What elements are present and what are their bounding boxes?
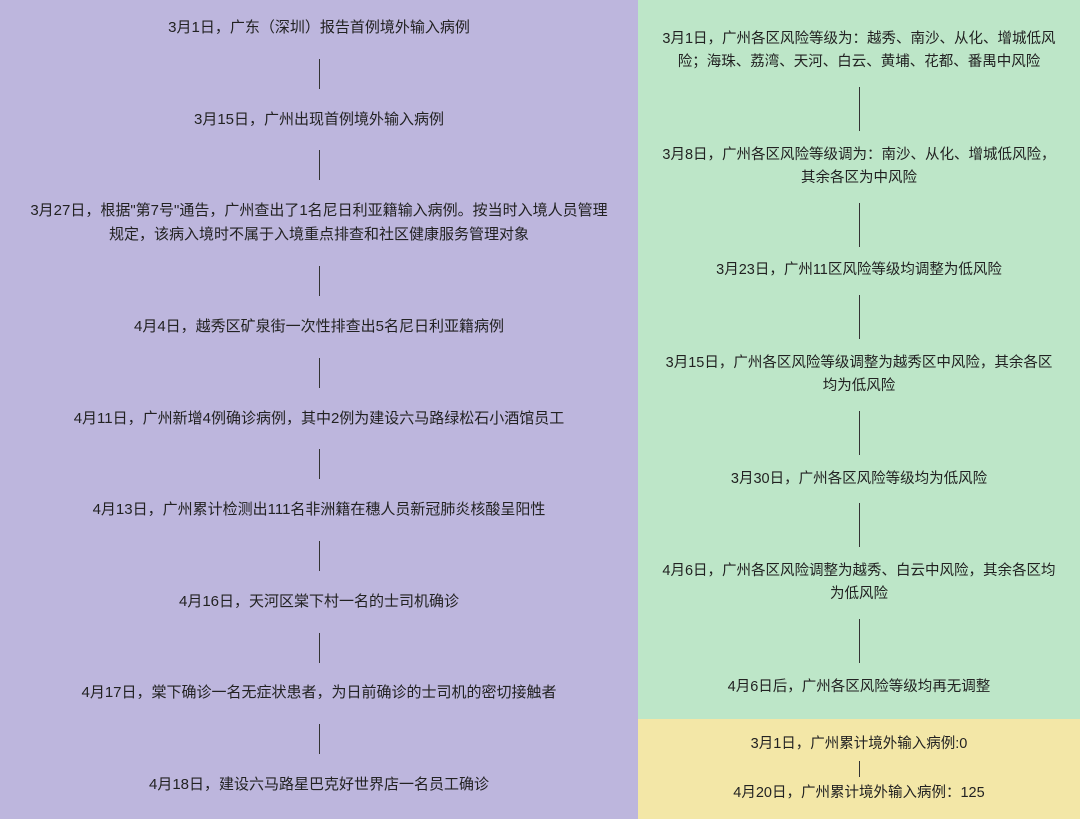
connector-line	[859, 87, 860, 131]
connector-line	[859, 503, 860, 547]
timeline-entry: 4月20日，广州累计境外输入病例：125	[733, 782, 984, 805]
connector-line	[859, 619, 860, 663]
connector-line	[319, 541, 320, 571]
connector-line	[319, 449, 320, 479]
timeline-entry: 3月15日，广州出现首例境外输入病例	[194, 108, 444, 132]
timeline-entry: 4月16日，天河区棠下村一名的士司机确诊	[179, 590, 459, 614]
timeline-entry: 4月6日，广州各区风险调整为越秀、白云中风险，其余各区均为低风险	[660, 560, 1058, 606]
connector-line	[319, 266, 320, 296]
timeline-entry: 3月1日，广州累计境外输入病例:0	[751, 733, 968, 756]
timeline-entry: 3月27日，根据"第7号"通告，广州查出了1名尼日利亚籍输入病例。按当时入境人员…	[30, 199, 608, 247]
timeline-entry: 4月6日后，广州各区风险等级均再无调整	[728, 676, 991, 699]
right-bottom-timeline-panel: 3月1日，广州累计境外输入病例:0 4月20日，广州累计境外输入病例：125	[638, 719, 1080, 819]
timeline-entry: 4月13日，广州累计检测出111名非洲籍在穗人员新冠肺炎核酸呈阳性	[93, 498, 546, 522]
left-timeline-panel: 3月1日，广东（深圳）报告首例境外输入病例 3月15日，广州出现首例境外输入病例…	[0, 0, 638, 819]
connector-line	[319, 59, 320, 89]
connector-line	[319, 150, 320, 180]
timeline-entry: 3月30日，广州各区风险等级均为低风险	[731, 468, 987, 491]
connector-line	[859, 761, 860, 777]
connector-line	[859, 203, 860, 247]
right-top-timeline-panel: 3月1日，广州各区风险等级为：越秀、南沙、从化、增城低风险；海珠、荔湾、天河、白…	[638, 0, 1080, 719]
timeline-entry: 3月23日，广州11区风险等级均调整为低风险	[716, 259, 1002, 282]
timeline-entry: 4月11日，广州新增4例确诊病例，其中2例为建设六马路绿松石小酒馆员工	[74, 407, 565, 431]
timeline-entry: 3月15日，广州各区风险等级调整为越秀区中风险，其余各区均为低风险	[660, 352, 1058, 398]
timeline-entry: 4月4日，越秀区矿泉街一次性排查出5名尼日利亚籍病例	[134, 315, 504, 339]
timeline-entry: 4月17日，棠下确诊一名无症状患者，为日前确诊的士司机的密切接触者	[81, 681, 556, 705]
connector-line	[319, 633, 320, 663]
timeline-entry: 4月18日，建设六马路星巴克好世界店一名员工确诊	[149, 773, 489, 797]
right-panel-container: 3月1日，广州各区风险等级为：越秀、南沙、从化、增城低风险；海珠、荔湾、天河、白…	[638, 0, 1080, 819]
connector-line	[319, 358, 320, 388]
timeline-entry: 3月8日，广州各区风险等级调为：南沙、从化、增城低风险，其余各区为中风险	[660, 144, 1058, 190]
connector-line	[859, 411, 860, 455]
connector-line	[859, 295, 860, 339]
connector-line	[319, 724, 320, 754]
timeline-entry: 3月1日，广州各区风险等级为：越秀、南沙、从化、增城低风险；海珠、荔湾、天河、白…	[660, 28, 1058, 74]
timeline-entry: 3月1日，广东（深圳）报告首例境外输入病例	[168, 16, 470, 40]
